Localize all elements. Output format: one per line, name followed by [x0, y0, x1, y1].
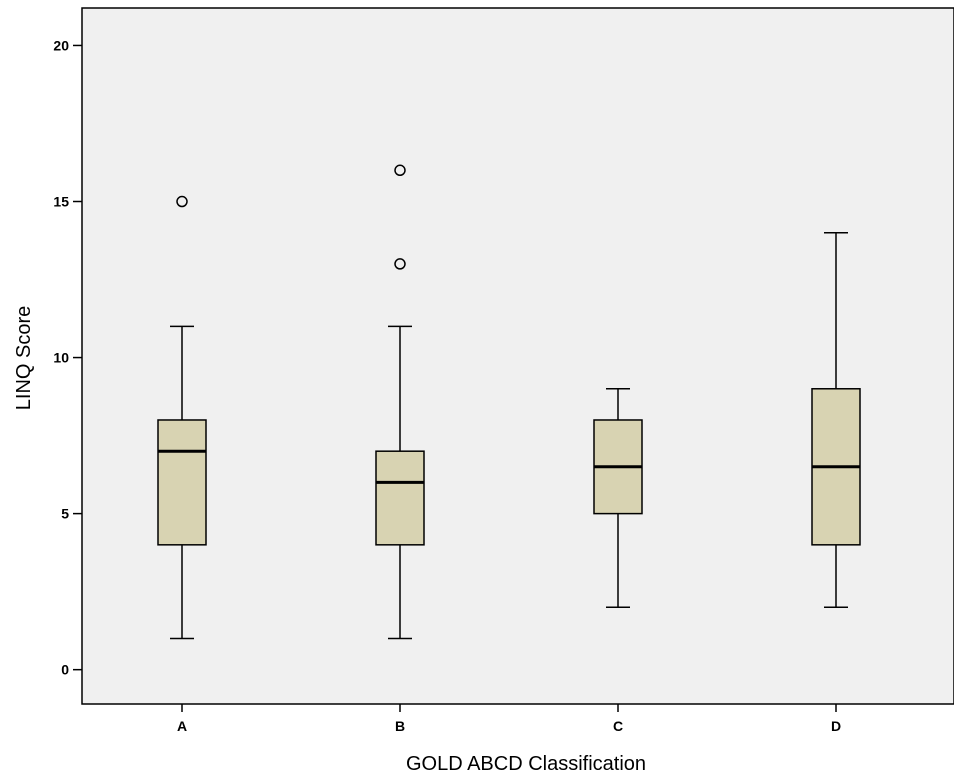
- y-axis-title: LINQ Score: [13, 306, 35, 410]
- y-tick-label-15: 15: [53, 194, 69, 210]
- y-tick-label-20: 20: [53, 37, 69, 53]
- x-tick-label-B: B: [395, 718, 405, 734]
- outlier-A-0: [176, 195, 188, 208]
- y-tick-label-5: 5: [61, 506, 69, 522]
- box-A: [157, 195, 207, 640]
- outlier-B-1: [394, 164, 406, 177]
- box-C: [593, 388, 643, 608]
- x-axis: A B C D: [177, 704, 841, 734]
- y-tick-label-0: 0: [61, 662, 69, 678]
- x-tick-label-A: A: [177, 718, 187, 734]
- x-tick-label-C: C: [613, 718, 623, 734]
- y-axis: 0 5 10 15 20: [53, 37, 82, 678]
- x-tick-label-D: D: [831, 718, 841, 734]
- x-axis-title: GOLD ABCD Classification: [406, 753, 646, 773]
- y-tick-label-10: 10: [53, 350, 69, 366]
- box-B: [375, 164, 425, 640]
- plot-area: [81, 7, 954, 705]
- outlier-B-0: [394, 258, 406, 270]
- box-D: [811, 231, 861, 608]
- box-body-A: [157, 419, 207, 546]
- boxes: [157, 164, 861, 640]
- box-body-B: [375, 450, 425, 546]
